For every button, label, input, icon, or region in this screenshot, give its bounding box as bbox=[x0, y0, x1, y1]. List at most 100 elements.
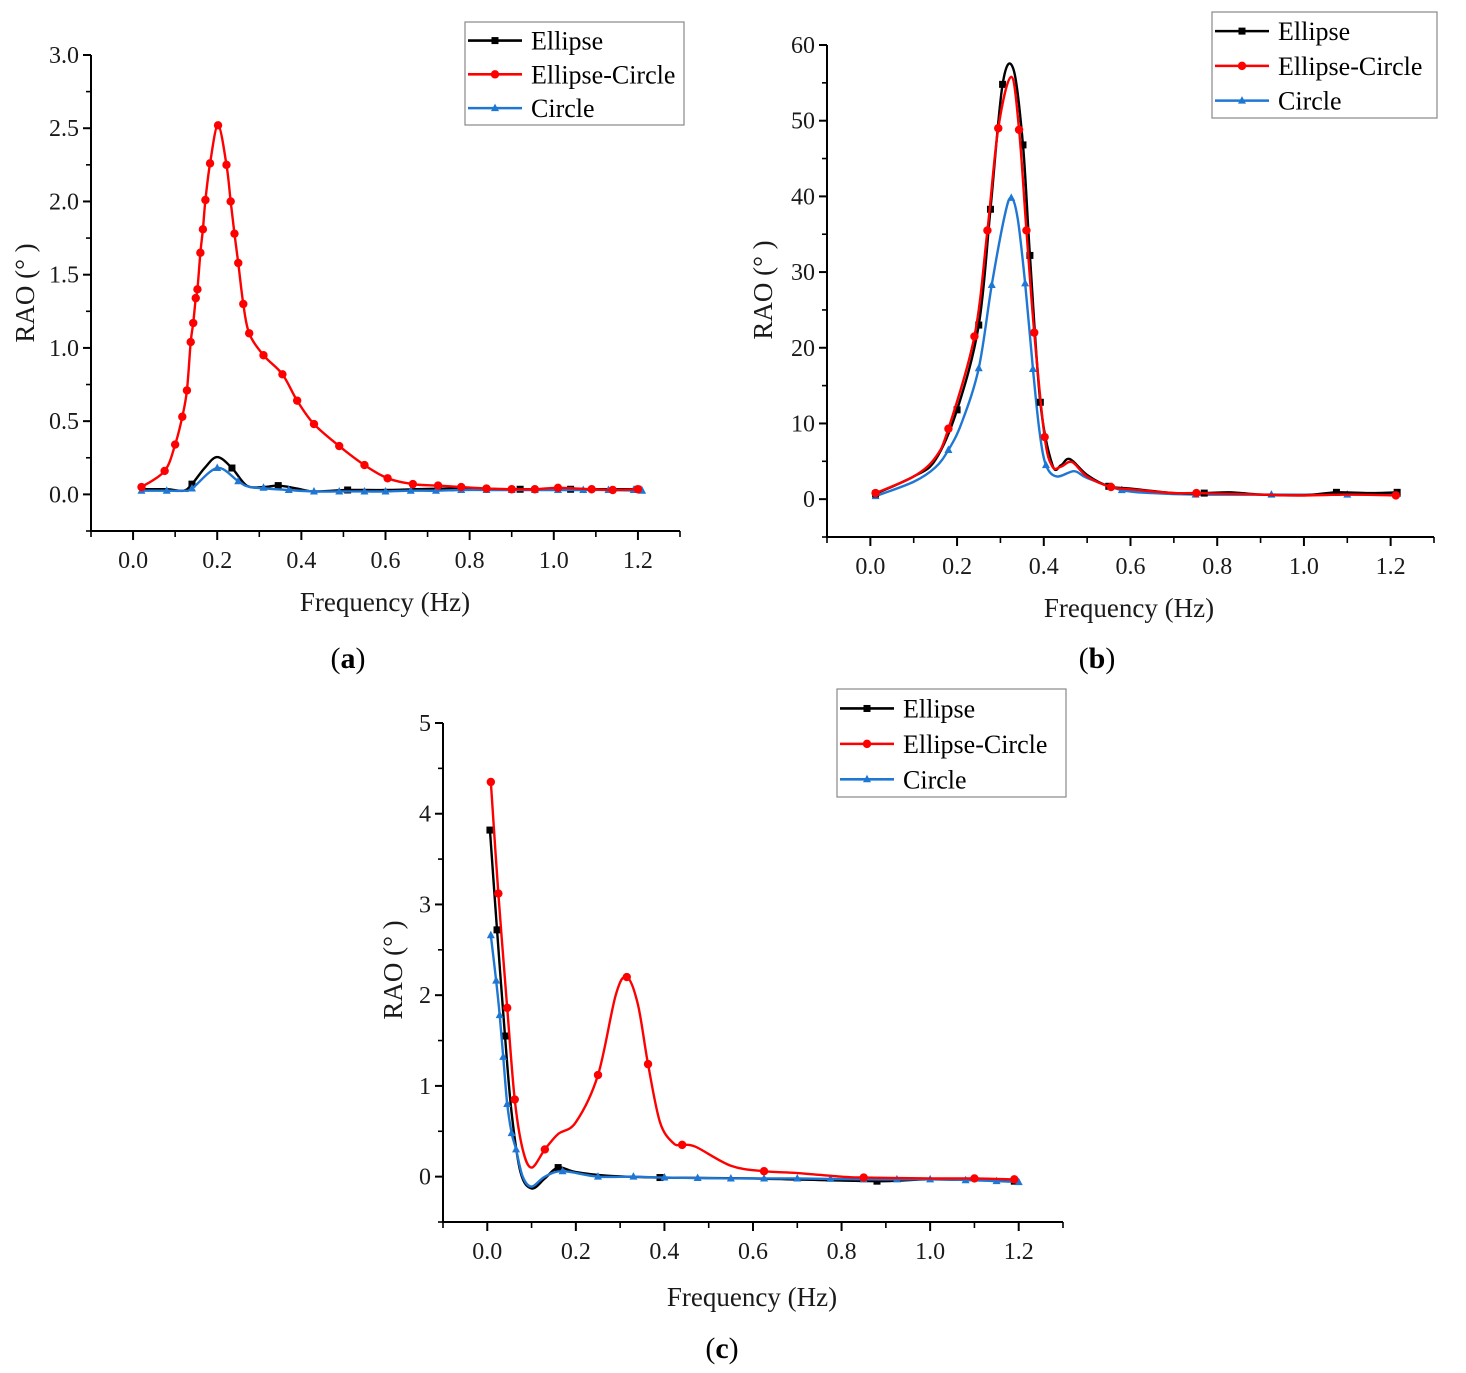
legend-c: Ellipse Ellipse-Circle Circle bbox=[836, 688, 1067, 798]
data-point-marker bbox=[503, 1003, 512, 1013]
data-point-marker bbox=[499, 1052, 508, 1060]
data-point-marker bbox=[944, 424, 953, 433]
data-point-marker bbox=[309, 486, 318, 495]
data-point-marker bbox=[503, 1099, 512, 1108]
data-point-marker bbox=[406, 486, 415, 494]
data-point-marker bbox=[608, 485, 617, 495]
y-tick-label: 4 bbox=[419, 802, 431, 828]
legend-item: Ellipse-Circle bbox=[468, 60, 675, 89]
legend-label: Circle bbox=[903, 765, 967, 794]
data-point-marker bbox=[137, 482, 146, 492]
y-tick-label: 20 bbox=[791, 336, 815, 362]
data-point-marker bbox=[1391, 491, 1401, 500]
data-point-marker bbox=[558, 1166, 567, 1175]
x-tick-label: 0.2 bbox=[202, 548, 232, 574]
panel-a: 0.0 0.5 1.0 1.5 2.0 2.5 3.0 0.0 0.2 0.4 0.6 0.8 1.0 1… bbox=[10, 21, 685, 675]
data-point-marker bbox=[170, 440, 180, 449]
x-tick-label: 1.2 bbox=[623, 548, 653, 574]
x-axis-title-b: Frequency (Hz) bbox=[1044, 593, 1214, 623]
series-ellipse-circle bbox=[486, 777, 1019, 1184]
series-line bbox=[875, 75, 1396, 497]
data-point-marker bbox=[335, 486, 344, 495]
series-circle bbox=[486, 930, 1023, 1188]
y-tick-label: 0.5 bbox=[49, 409, 79, 435]
data-point-marker bbox=[873, 1177, 881, 1185]
x-tick-label: 0.4 bbox=[649, 1239, 679, 1265]
legend-item: Ellipse bbox=[840, 694, 975, 723]
data-point-marker bbox=[760, 1173, 769, 1182]
y-tick-label: 5 bbox=[419, 711, 431, 737]
plot-area-b: 0 10 20 30 40 50 60 0.0 0.2 0.4 0.6 0.8 1.0 1.2 bbox=[791, 33, 1435, 580]
y-tick-label: 2 bbox=[419, 983, 431, 1009]
series-line bbox=[141, 466, 643, 493]
data-point-marker bbox=[309, 419, 319, 429]
y-tick-label: 3 bbox=[419, 892, 431, 918]
data-point-marker bbox=[493, 926, 501, 934]
series-circle bbox=[871, 193, 1402, 500]
data-point-marker bbox=[244, 329, 254, 338]
panel-label-letter-a: a bbox=[341, 642, 356, 675]
data-point-marker bbox=[859, 1173, 868, 1182]
legend-item: Circle bbox=[840, 765, 967, 794]
x-axis-title-a: Frequency (Hz) bbox=[300, 587, 470, 617]
legend-swatch-marker bbox=[1238, 27, 1246, 35]
panel-label-c: (c) bbox=[705, 1332, 738, 1365]
x-tick-label: 1.2 bbox=[1376, 554, 1406, 580]
data-point-marker bbox=[482, 484, 491, 493]
data-point-marker bbox=[594, 1172, 602, 1180]
plot-area-c: 0 1 2 3 4 5 0.0 0.2 0.4 0.6 0.8 1.0 1.2 bbox=[419, 711, 1064, 1265]
panel-b: 0 10 20 30 40 50 60 0.0 0.2 0.4 0.6 0.8 1.0 1.2 Frequ… bbox=[748, 11, 1438, 675]
x-tick-label: 0.4 bbox=[286, 548, 316, 574]
y-tick-label: 1 bbox=[419, 1074, 431, 1100]
data-point-marker bbox=[1041, 460, 1050, 469]
data-point-marker bbox=[187, 484, 196, 492]
y-tick-label: 1.5 bbox=[49, 263, 79, 289]
x-tick-label: 0.0 bbox=[855, 554, 885, 580]
data-point-marker bbox=[1192, 488, 1201, 498]
legend-label: Ellipse bbox=[531, 27, 603, 56]
legend-label: Ellipse bbox=[903, 694, 975, 723]
legend-item: Ellipse bbox=[1215, 17, 1350, 46]
x-tick-label: 0.2 bbox=[561, 1239, 591, 1265]
data-point-marker bbox=[433, 481, 443, 490]
data-point-marker bbox=[994, 124, 1003, 133]
data-point-marker bbox=[970, 1174, 979, 1183]
data-point-marker bbox=[501, 1032, 509, 1040]
legend-item: Ellipse-Circle bbox=[840, 730, 1047, 759]
data-point-marker bbox=[1014, 125, 1024, 134]
data-point-marker bbox=[693, 1173, 702, 1181]
legend-b: Ellipse Ellipse-Circle Circle bbox=[1211, 11, 1438, 119]
data-point-marker bbox=[213, 463, 222, 472]
series-line bbox=[488, 829, 1015, 1190]
data-point-marker bbox=[284, 485, 293, 493]
data-point-marker bbox=[160, 466, 169, 476]
data-point-marker bbox=[759, 1166, 769, 1176]
data-point-marker bbox=[1014, 1177, 1023, 1186]
y-tick-label: 0.0 bbox=[49, 482, 79, 508]
series-line bbox=[489, 781, 1015, 1181]
data-point-marker bbox=[201, 195, 210, 205]
legend-swatch-marker bbox=[1238, 96, 1246, 104]
data-point-marker bbox=[593, 1070, 603, 1080]
legend-swatch-marker bbox=[863, 774, 871, 783]
data-point-marker bbox=[633, 485, 643, 494]
data-point-marker bbox=[292, 396, 302, 405]
plot-area-a: 0.0 0.5 1.0 1.5 2.0 2.5 3.0 0.0 0.2 0.4 0.6 0.8 1.0 1… bbox=[49, 43, 681, 574]
data-point-marker bbox=[222, 160, 231, 170]
data-point-marker bbox=[629, 1172, 638, 1180]
data-point-marker bbox=[486, 930, 495, 939]
data-point-marker bbox=[1022, 226, 1031, 235]
data-point-marker bbox=[540, 1145, 550, 1154]
panel-label-a: (a) bbox=[331, 642, 366, 675]
data-point-marker bbox=[944, 445, 953, 453]
series-ellipse-circle bbox=[137, 121, 643, 495]
x-tick-label: 1.0 bbox=[539, 548, 569, 574]
series-ellipse-circle bbox=[871, 75, 1401, 500]
legend-label: Ellipse-Circle bbox=[903, 730, 1047, 759]
data-point-marker bbox=[999, 80, 1007, 88]
data-point-marker bbox=[495, 1010, 504, 1019]
data-point-marker bbox=[274, 482, 282, 490]
data-point-marker bbox=[1021, 278, 1030, 287]
x-tick-label: 0.0 bbox=[472, 1239, 502, 1265]
